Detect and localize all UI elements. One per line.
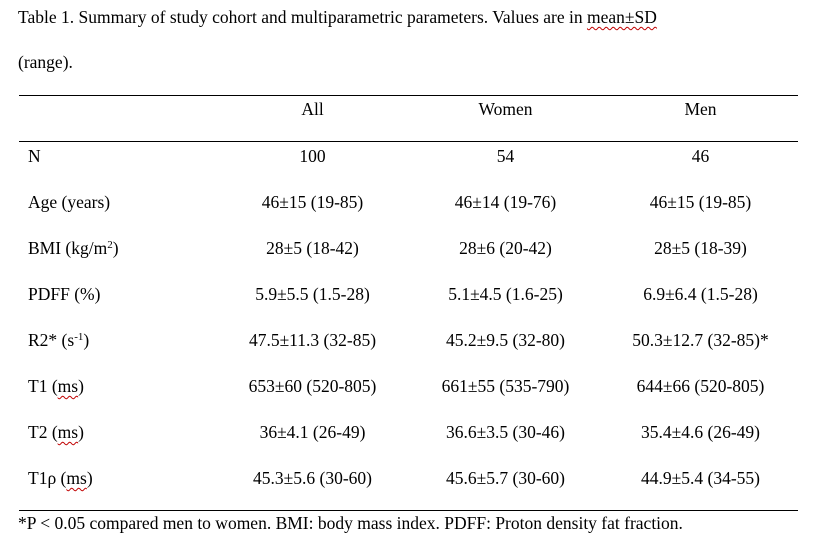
- cell-t2-all: 36±4.1 (26-49): [259, 422, 366, 442]
- cell-n-men: 46: [691, 146, 710, 166]
- row-label-r2star-text: R2* (s: [28, 330, 75, 350]
- row-label-pdff: PDFF (%): [28, 284, 101, 304]
- row-label-bmi-superscript: 2: [107, 239, 113, 251]
- row-label-r2star-close: ): [83, 330, 90, 350]
- row-label-t1rho: T1ρ (ms): [28, 468, 93, 488]
- cell-t2-women: 36.6±3.5 (30-46): [446, 422, 565, 442]
- row-label-bmi: BMI (kg/m2): [28, 238, 119, 258]
- row-label-t1-text: T1 (: [28, 376, 58, 396]
- table-caption-text: Table 1. Summary of study cohort and mul…: [18, 7, 587, 27]
- row-label-t1rho-unit: ms: [66, 468, 87, 488]
- cell-r2star-all: 47.5±11.3 (32-85): [248, 330, 377, 350]
- table-caption-continued: (range).: [18, 52, 73, 72]
- row-label-t2-text: T2 (: [28, 422, 58, 442]
- table-header-rule: [19, 141, 798, 142]
- cell-r2star-women: 45.2±9.5 (32-80): [446, 330, 565, 350]
- cell-t1rho-men: 44.9±5.4 (34-55): [641, 468, 760, 488]
- row-label-t1-close: ): [78, 376, 84, 396]
- table-footnote: *P < 0.05 compared men to women. BMI: bo…: [18, 513, 683, 533]
- row-label-t1: T1 (ms): [28, 376, 84, 396]
- cell-t1rho-all: 45.3±5.6 (30-60): [253, 468, 372, 488]
- cell-r2star-men: 50.3±12.7 (32-85)*: [632, 330, 769, 350]
- cell-age-all: 46±15 (19-85): [261, 192, 364, 212]
- row-label-t1rho-text: T1ρ (: [28, 468, 67, 488]
- row-label-t2: T2 (ms): [28, 422, 84, 442]
- row-label-r2star: R2* (s-1): [28, 330, 89, 350]
- cell-pdff-all: 5.9±5.5 (1.5-28): [255, 284, 370, 304]
- cell-age-women: 46±14 (19-76): [454, 192, 557, 212]
- cell-bmi-men: 28±5 (18-39): [654, 238, 747, 258]
- cell-pdff-men: 6.9±6.4 (1.5-28): [643, 284, 758, 304]
- row-label-n: N: [28, 146, 41, 166]
- row-label-t2-close: ): [78, 422, 84, 442]
- row-label-t1-unit: ms: [57, 376, 79, 396]
- column-header-women: Women: [478, 99, 533, 119]
- cell-t2-men: 35.4±4.6 (26-49): [641, 422, 760, 442]
- cell-age-men: 46±15 (19-85): [649, 192, 752, 212]
- spellcheck-flagged-term: mean±SD: [586, 7, 657, 27]
- cell-n-women: 54: [496, 146, 515, 166]
- row-label-bmi-text: BMI (kg/m: [28, 238, 108, 258]
- row-label-t2-unit: ms: [57, 422, 79, 442]
- row-label-r2star-superscript: -1: [74, 331, 84, 343]
- cell-t1-women: 661±55 (535-790): [441, 376, 570, 396]
- row-label-bmi-close: ): [112, 238, 119, 258]
- cell-t1-all: 653±60 (520-805): [248, 376, 377, 396]
- table-top-rule: [19, 95, 798, 96]
- table-bottom-rule: [19, 510, 798, 511]
- cell-t1-men: 644±66 (520-805): [636, 376, 765, 396]
- cell-bmi-women: 28±6 (20-42): [459, 238, 552, 258]
- column-header-all: All: [301, 99, 324, 119]
- cell-t1rho-women: 45.6±5.7 (30-60): [446, 468, 565, 488]
- row-label-t1rho-close: ): [86, 468, 93, 488]
- cell-bmi-all: 28±5 (18-42): [266, 238, 359, 258]
- cell-n-all: 100: [299, 146, 326, 166]
- row-label-age: Age (years): [28, 192, 111, 212]
- table-caption: Table 1. Summary of study cohort and mul…: [18, 7, 657, 27]
- cell-pdff-women: 5.1±4.5 (1.6-25): [448, 284, 563, 304]
- column-header-men: Men: [684, 99, 717, 119]
